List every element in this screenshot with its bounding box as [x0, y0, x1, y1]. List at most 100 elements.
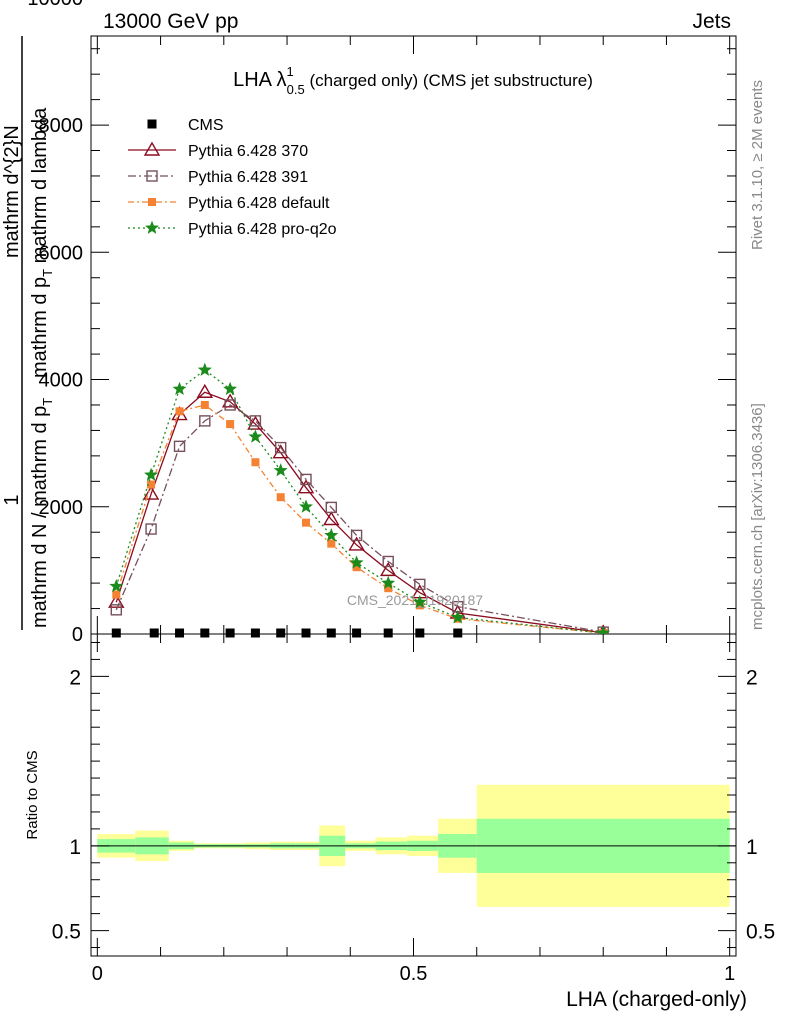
series-layer	[108, 362, 611, 634]
ratio-axis-ticks: 0.5 0.5 1 1 2 2 0 0.5 1	[52, 634, 775, 985]
legend: CMS Pythia 6.428 370 Pythia 6.428 391 Pythi…	[128, 117, 337, 238]
legend-label: Pythia 6.428 pro-q2o	[188, 221, 337, 238]
cms-point	[111, 628, 121, 638]
series-point	[382, 555, 394, 568]
analysis-watermark: CMS_2021_I1920187	[347, 592, 483, 608]
legend-entry: Pythia 6.428 370	[128, 141, 308, 160]
series-point	[302, 518, 310, 527]
title-sub: 0.5	[287, 82, 305, 97]
legend-entry: CMS	[147, 117, 224, 134]
main-ytick-label: 4000	[39, 370, 84, 392]
ratio-ytick-label-right: 2	[746, 666, 758, 689]
series-point	[108, 593, 125, 608]
ylabel-denom-main: mathrm d N / mathrm d p	[29, 406, 51, 628]
cms-point	[149, 628, 159, 638]
ratio-ytick-label: 2	[69, 666, 81, 689]
ylabel-numerator-b: mathrm d pT mathrm d lambda	[29, 107, 55, 378]
x-axis-label: LHA (charged-only)	[566, 988, 747, 1011]
cms-point	[175, 628, 185, 638]
series-point	[110, 604, 122, 616]
series-point	[379, 561, 397, 577]
mcplots-label: mcplots.cern.ch [arXiv:1306.3436]	[749, 403, 766, 630]
series-point	[175, 407, 184, 416]
header-energy: 13000 GeV pp	[103, 10, 238, 33]
series-point	[248, 429, 263, 443]
series-point	[224, 399, 236, 411]
ratio-y-axis-label: Ratio to CMS	[24, 750, 41, 839]
series-point	[596, 625, 611, 634]
cms-point	[415, 628, 425, 638]
ylabel-numerator-a: mathrm d^{2}N	[1, 125, 23, 258]
ratio-ytick-label-right: 0.5	[746, 921, 775, 944]
series-point	[414, 578, 426, 591]
legend-entry: Pythia 6.428 pro-q2o	[128, 220, 337, 238]
main-ytick-label: 6000	[39, 242, 84, 264]
series-point	[145, 523, 157, 535]
series-point	[247, 415, 264, 430]
main-y-axis-label: 1 mathrm d N / mathrm d pT mathrm d^{2}N…	[1, 36, 55, 630]
series-point	[275, 441, 287, 454]
title-rest: (charged only) (CMS jet substructure)	[305, 71, 593, 90]
cms-point	[453, 628, 463, 638]
series-point	[172, 381, 187, 396]
ylabel-denom-sub: T	[40, 398, 55, 406]
series-point	[348, 536, 365, 551]
series-point	[299, 499, 313, 513]
cms-point	[276, 628, 286, 638]
title-sup: 1	[286, 64, 293, 79]
series-point	[412, 594, 427, 609]
title-main: LHA λ	[233, 69, 286, 91]
series-point	[325, 501, 337, 514]
cms-point	[383, 628, 393, 638]
legend-label: CMS	[188, 117, 224, 134]
series-point	[223, 381, 238, 396]
series-point	[323, 511, 340, 526]
series-point	[352, 563, 361, 572]
ratio-ytick-label: 0.5	[52, 921, 81, 944]
series-point	[197, 362, 212, 376]
main-ytick-label: 2000	[39, 497, 84, 519]
legend-entry: Pythia 6.428 default	[128, 195, 330, 212]
series-point	[142, 485, 160, 500]
series-point	[324, 528, 339, 542]
ylabel-num-rest: mathrm d lambda	[29, 107, 51, 269]
header-jets: Jets	[692, 10, 731, 33]
series-point	[249, 415, 262, 427]
series-point	[450, 610, 465, 624]
ylabel-one: 1	[1, 494, 23, 505]
series-point	[327, 539, 336, 548]
series-point	[173, 440, 186, 453]
ylabel-num-main: mathrm d p	[29, 277, 51, 378]
legend-marker	[148, 198, 156, 206]
legend-marker	[147, 119, 157, 129]
ratio-ytick-label-right: 1	[746, 836, 758, 859]
series-point	[147, 480, 156, 489]
cms-point	[352, 628, 362, 638]
series-point	[196, 383, 214, 398]
cms-data-points	[111, 628, 463, 638]
series-point	[273, 463, 288, 477]
legend-marker	[145, 220, 159, 234]
series-point	[349, 555, 364, 569]
series-point	[144, 467, 159, 481]
series-point	[381, 575, 396, 590]
cms-point	[301, 628, 311, 638]
series-point	[297, 479, 315, 494]
main-axis-ticks: 0200040006000800010000120001400016000180…	[27, 0, 736, 646]
xtick-label: 1	[724, 963, 735, 985]
legend-marker	[146, 170, 158, 182]
series-point	[415, 601, 424, 610]
legend-label: Pythia 6.428 default	[188, 195, 330, 212]
cms-point	[250, 628, 260, 638]
series-point	[276, 493, 285, 502]
main-ytick-label: 0	[72, 624, 83, 646]
xtick-label: 0	[92, 963, 103, 985]
ratio-ytick-label: 1	[69, 836, 81, 859]
series-point	[384, 584, 393, 593]
main-ytick-label: 8000	[39, 115, 84, 137]
cms-point	[225, 628, 235, 638]
xtick-label: 0.5	[400, 963, 428, 985]
series-4	[109, 362, 611, 634]
main-ytick-label: 10000	[27, 0, 83, 10]
